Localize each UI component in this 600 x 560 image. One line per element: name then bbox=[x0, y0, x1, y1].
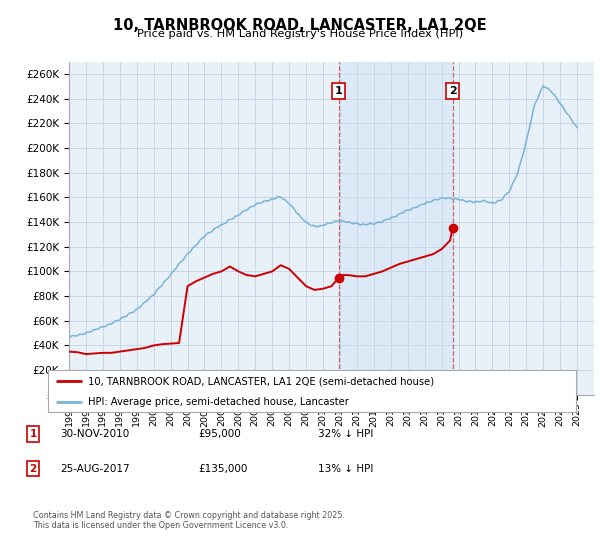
Text: 10, TARNBROOK ROAD, LANCASTER, LA1 2QE: 10, TARNBROOK ROAD, LANCASTER, LA1 2QE bbox=[113, 18, 487, 33]
Text: £95,000: £95,000 bbox=[198, 429, 241, 439]
Text: 1: 1 bbox=[29, 429, 37, 439]
Text: Contains HM Land Registry data © Crown copyright and database right 2025.
This d: Contains HM Land Registry data © Crown c… bbox=[33, 511, 345, 530]
Text: HPI: Average price, semi-detached house, Lancaster: HPI: Average price, semi-detached house,… bbox=[88, 398, 349, 407]
Text: Price paid vs. HM Land Registry's House Price Index (HPI): Price paid vs. HM Land Registry's House … bbox=[137, 29, 463, 39]
Text: 2: 2 bbox=[29, 464, 37, 474]
Text: 13% ↓ HPI: 13% ↓ HPI bbox=[318, 464, 373, 474]
Text: 10, TARNBROOK ROAD, LANCASTER, LA1 2QE (semi-detached house): 10, TARNBROOK ROAD, LANCASTER, LA1 2QE (… bbox=[88, 376, 434, 386]
Text: 1: 1 bbox=[335, 86, 343, 96]
Text: 25-AUG-2017: 25-AUG-2017 bbox=[60, 464, 130, 474]
Text: 32% ↓ HPI: 32% ↓ HPI bbox=[318, 429, 373, 439]
Text: £135,000: £135,000 bbox=[198, 464, 247, 474]
Bar bbox=[338, 62, 452, 395]
Text: 2: 2 bbox=[449, 86, 457, 96]
Text: 30-NOV-2010: 30-NOV-2010 bbox=[60, 429, 129, 439]
